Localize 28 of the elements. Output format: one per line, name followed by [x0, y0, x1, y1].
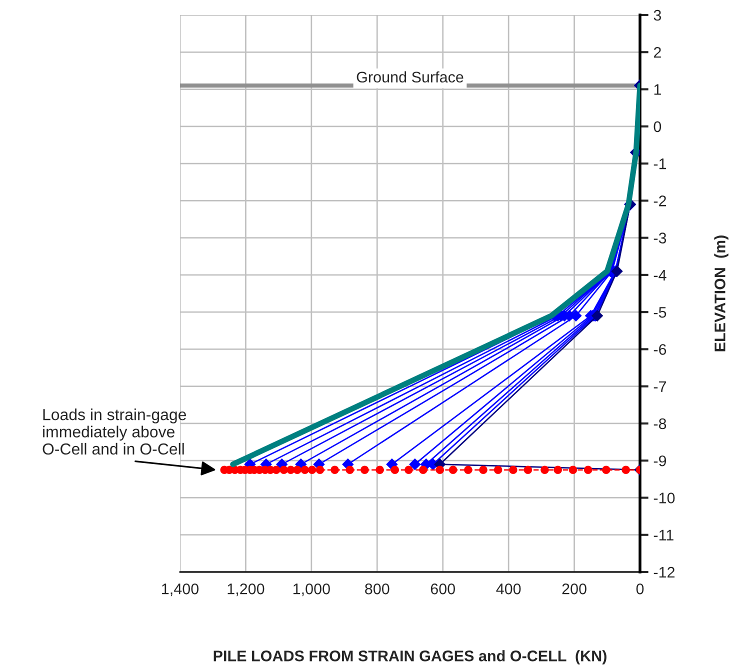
y-tick-label: -11 — [654, 530, 674, 540]
x-tick-label: 1,400 — [162, 584, 199, 596]
y-tick-label: -7 — [654, 381, 666, 392]
x-tick-label: 400 — [496, 584, 521, 594]
annotation: Loads in strain-gage immediately above O-Cell and in O-Cell — [42, 408, 186, 455]
x-tick-label: 800 — [365, 584, 390, 594]
y-tick-label: -3 — [654, 232, 666, 244]
x-axis-title: PILE LOADS FROM STRAIN GAGES and O-CELL (KN) — [214, 650, 606, 664]
y-tick-label: -1 — [654, 158, 666, 170]
y-tick-label: -6 — [654, 344, 666, 355]
y-tick-label: -12 — [654, 566, 675, 578]
ref-line-label: Ground Surface — [356, 71, 464, 83]
y-axis-title: ELEVATION (m) — [714, 236, 728, 352]
y-tick-label: 1 — [654, 84, 661, 95]
y-tick-label: -4 — [654, 270, 666, 280]
y-tick-label: 0 — [654, 121, 662, 132]
x-tick-label: 600 — [430, 584, 456, 594]
x-tick-label: 1,200 — [228, 584, 264, 596]
y-tick-label: 2 — [654, 47, 661, 58]
y-tick-label: -9 — [654, 455, 666, 466]
y-tick-label: -10 — [654, 492, 675, 504]
y-tick-label: 3 — [654, 10, 662, 21]
y-tick-label: -8 — [654, 418, 666, 430]
y-tick-label: -5 — [654, 307, 666, 318]
y-tick-label: -2 — [654, 196, 666, 206]
x-tick-label: 0 — [636, 584, 644, 594]
x-tick-label: 200 — [562, 584, 586, 594]
x-tick-label: 1,000 — [293, 584, 330, 596]
